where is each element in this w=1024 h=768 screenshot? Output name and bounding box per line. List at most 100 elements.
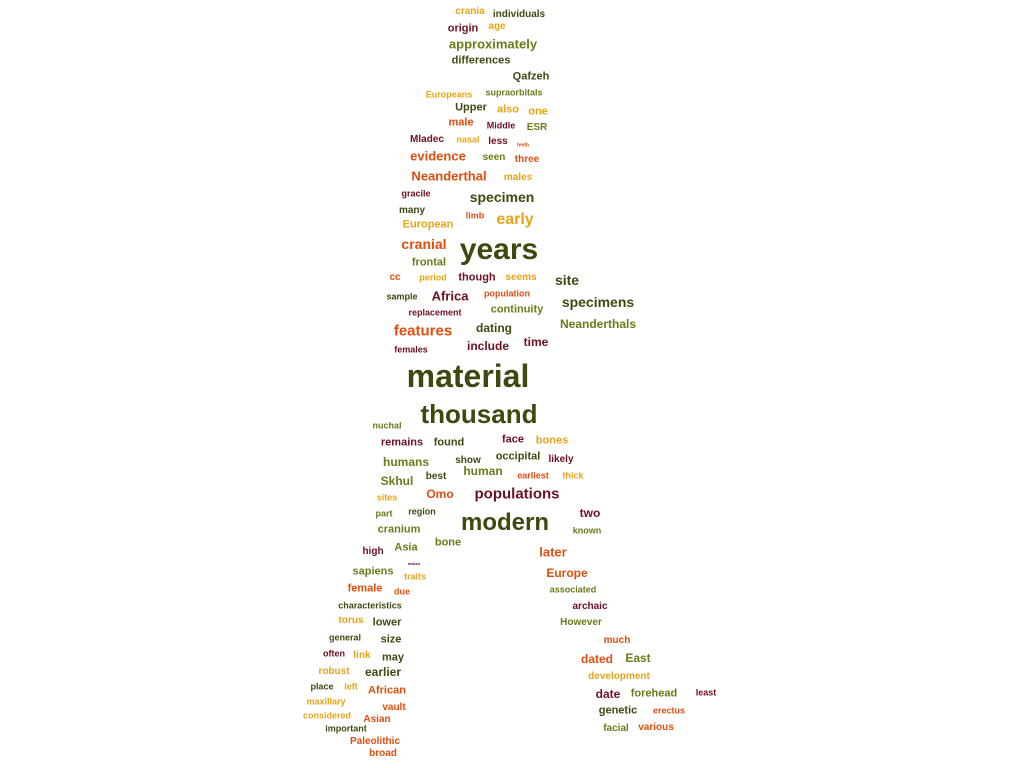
cloud-word: include — [466, 339, 510, 353]
cloud-word: years — [459, 233, 539, 266]
cloud-word: Neanderthals — [559, 317, 637, 331]
cloud-word: associated — [549, 584, 597, 595]
cloud-word: various — [638, 722, 674, 733]
cloud-word: also — [496, 103, 520, 116]
cloud-word: approximately — [448, 36, 538, 52]
cloud-word: one — [528, 105, 548, 118]
cloud-word: traits — [403, 571, 427, 582]
cloud-word: important — [325, 723, 367, 734]
cloud-word: thousand — [420, 399, 538, 429]
cloud-word: early — [496, 211, 534, 228]
cloud-word: link — [353, 650, 371, 661]
cloud-word: earlier — [364, 665, 402, 679]
cloud-word: Paleolithic — [349, 736, 401, 747]
cloud-word: supraorbitals — [485, 87, 543, 98]
cloud-word: period — [419, 272, 447, 283]
cloud-word: specimens — [561, 294, 635, 310]
cloud-word: differences — [451, 54, 511, 67]
cloud-word: age — [488, 21, 506, 32]
cloud-word: Europeans — [425, 89, 473, 100]
cloud-word: date — [595, 687, 621, 701]
cloud-word: often — [323, 648, 345, 659]
cloud-word: characteristics — [338, 600, 402, 611]
cloud-word: show — [455, 455, 481, 466]
cloud-word: three — [514, 154, 540, 165]
cloud-word: Upper — [455, 101, 487, 114]
cloud-word: best — [425, 471, 447, 482]
cloud-word: specimen — [469, 189, 535, 205]
cloud-word: earliest — [517, 470, 549, 481]
cloud-word: seems — [505, 272, 537, 283]
cloud-word: may — [381, 651, 405, 664]
cloud-word: features — [393, 322, 453, 340]
cloud-word: sample — [386, 291, 418, 302]
cloud-word: face — [501, 433, 525, 446]
cloud-word: population — [484, 288, 530, 299]
cloud-word: cranium — [377, 523, 421, 536]
cloud-word: least — [695, 687, 717, 698]
cloud-word: Qafzeh — [512, 70, 550, 83]
cloud-word: erectus — [652, 705, 686, 716]
cloud-word: limb — [465, 210, 485, 221]
cloud-word: ESR — [526, 122, 548, 133]
cloud-word: Middle — [486, 120, 516, 131]
cloud-word: occipital — [495, 450, 541, 463]
cloud-word: region — [408, 506, 436, 517]
cloud-word: many — [398, 205, 426, 216]
cloud-word: crania — [455, 6, 485, 17]
cloud-word: frontal — [411, 256, 447, 269]
cloud-word: Skhul — [380, 474, 414, 488]
cloud-word: Asia — [394, 541, 418, 554]
cloud-word: later — [539, 544, 567, 560]
cloud-word: populations — [474, 485, 560, 503]
cloud-word: maxillary — [306, 696, 346, 707]
cloud-word: time — [523, 335, 549, 349]
cloud-word: material — [406, 358, 530, 394]
cloud-word: two — [579, 506, 601, 520]
cloud-word: part — [375, 508, 393, 519]
cloud-word: forehead — [630, 687, 678, 700]
cloud-word: sapiens — [352, 565, 394, 578]
cloud-word: replacement — [408, 307, 462, 318]
cloud-word: general — [328, 632, 362, 643]
cloud-word: makes — [407, 561, 421, 566]
cloud-word: humans — [382, 455, 430, 469]
cloud-word: high — [362, 546, 384, 557]
cloud-word: Neanderthal — [411, 168, 487, 184]
cloud-word: human — [463, 464, 503, 478]
cloud-word: site — [554, 272, 580, 288]
cloud-word: gracile — [401, 188, 431, 199]
cloud-word: seen — [482, 152, 506, 163]
cloud-word: size — [380, 633, 402, 646]
cloud-word: dated — [580, 652, 614, 666]
cloud-word: genetic — [598, 704, 638, 717]
cloud-word: evidence — [410, 148, 466, 164]
cloud-word: However — [560, 617, 602, 628]
cloud-word: sites — [376, 492, 398, 503]
cloud-word: cranial — [401, 236, 447, 252]
cloud-word: much — [603, 635, 631, 646]
cloud-word: due — [393, 586, 411, 597]
cloud-word: Africa — [431, 288, 469, 304]
cloud-word: Mladec — [410, 134, 444, 145]
cloud-word: African — [368, 684, 406, 697]
cloud-word: found — [433, 436, 465, 449]
cloud-word: broad — [369, 748, 397, 759]
cloud-word: East — [625, 651, 651, 665]
cloud-word: thick — [562, 470, 584, 481]
cloud-word: likely — [548, 454, 574, 465]
cloud-word: dating — [476, 321, 512, 335]
cloud-word: bones — [535, 434, 569, 447]
cloud-word: female — [347, 582, 383, 595]
cloud-word: less — [488, 136, 508, 147]
cloud-word: development — [588, 671, 650, 682]
cloud-word: continuity — [490, 303, 544, 316]
cloud-word: considered — [302, 710, 352, 721]
cloud-word: male — [448, 116, 474, 129]
cloud-word: lower — [372, 616, 402, 629]
cloud-word: torus — [338, 615, 364, 626]
cloud-word: bone — [434, 536, 462, 549]
cloud-word: remains — [380, 436, 424, 449]
cloud-word: males — [503, 172, 533, 183]
